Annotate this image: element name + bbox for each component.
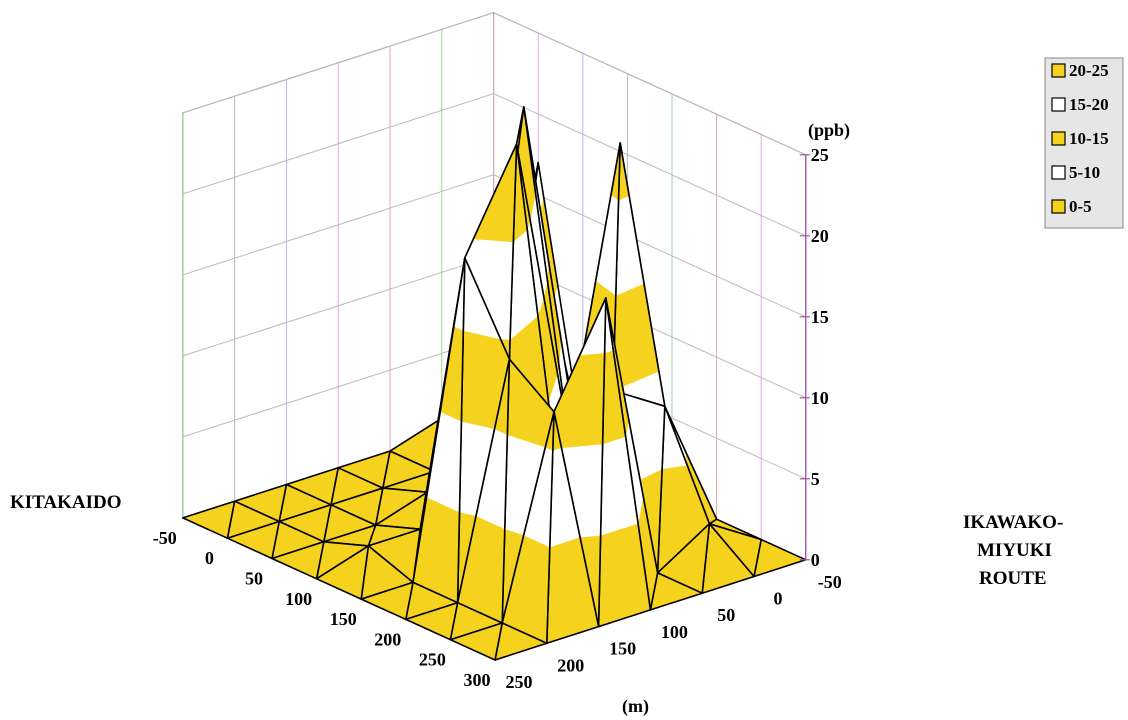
wall-grid-line — [182, 93, 807, 237]
surface-facet — [612, 142, 666, 408]
right-axis-tick-label: 100 — [661, 622, 688, 642]
z-tick-label: 25 — [811, 145, 829, 165]
z-tick-label: 20 — [811, 226, 829, 246]
right-axis-tick-label: 200 — [557, 655, 584, 675]
right-axis-tick-label: 0 — [774, 589, 783, 609]
surface-facet — [456, 358, 511, 624]
surface-facet-edge — [182, 500, 236, 540]
surface-facet-edge — [271, 540, 325, 580]
right-side-label-line-3: ROUTE — [979, 568, 1047, 589]
legend-label: 15-20 — [1069, 95, 1109, 114]
surface-facet-edge — [315, 545, 370, 600]
z-unit-label: (ppb) — [808, 120, 850, 141]
surface-facet — [226, 520, 281, 560]
wall-grid-line — [182, 12, 807, 156]
surface-plot — [181, 106, 807, 661]
right-side-label-line-2: MIYUKI — [977, 540, 1052, 561]
surface-facet — [181, 500, 236, 540]
surface-facet — [545, 411, 600, 645]
left-axis-tick-label: 100 — [285, 589, 312, 609]
legend-label: 10-15 — [1069, 129, 1109, 148]
left-axis-ticks: -50 0 50 100 150 200 250 300 — [153, 528, 491, 690]
legend-label: 0-5 — [1069, 197, 1092, 216]
left-axis-tick-label: 50 — [245, 569, 263, 589]
surface-facet — [463, 143, 518, 361]
surface-facet-edge — [404, 601, 459, 641]
wall-grid-line — [182, 174, 807, 318]
right-axis-tick-label: 50 — [717, 605, 735, 625]
left-axis-tick-label: 300 — [464, 670, 491, 690]
z-tick-label: 10 — [811, 388, 829, 408]
legend-swatch — [1051, 165, 1066, 180]
surface-facet — [360, 581, 414, 621]
z-tick-label: 15 — [811, 307, 829, 327]
surface-facet — [315, 545, 370, 600]
right-axis-tick-label: -50 — [818, 572, 842, 592]
left-side-label: KITAKAIDO — [10, 492, 122, 513]
surface-facet-edge — [360, 581, 414, 621]
legend-swatch — [1051, 131, 1066, 146]
left-axis-tick-label: 250 — [419, 650, 446, 670]
z-tick-label: 0 — [811, 550, 820, 570]
surface-facet — [449, 622, 504, 661]
legend-swatch — [1051, 97, 1066, 112]
right-side-label: IKAWAKO- MIYUKI ROUTE — [963, 512, 1063, 589]
legend-swatch — [1051, 199, 1066, 214]
surface-facet-edge — [449, 622, 504, 661]
surface-facet — [412, 257, 466, 604]
right-axis-ticks: (m) -50 0 50 100 150 200 250 — [506, 572, 842, 717]
xy-unit-label: (m) — [622, 696, 649, 717]
surface-facet-edge — [226, 520, 281, 560]
chart-legend: 20-25 15-20 10-15 5-10 0-5 — [1044, 57, 1124, 229]
legend-swatch — [1051, 63, 1066, 78]
right-axis-tick-label: 150 — [609, 639, 636, 659]
left-axis-tick-label: 0 — [205, 548, 214, 568]
left-axis-tick-label: 200 — [374, 629, 401, 649]
surface-facet — [404, 601, 459, 641]
right-axis-tick-label: 250 — [506, 672, 533, 692]
left-axis-tick-label: 150 — [330, 609, 357, 629]
surface-facet — [271, 540, 325, 580]
z-axis: (ppb) 0 5 10 15 20 25 — [799, 120, 850, 570]
z-tick-label: 5 — [811, 469, 820, 489]
surface-facet — [597, 297, 652, 628]
legend-label: 5-10 — [1069, 163, 1100, 182]
legend-label: 20-25 — [1069, 61, 1109, 80]
right-side-label-line-1: IKAWAKO- — [963, 512, 1063, 533]
left-axis-tick-label: -50 — [153, 528, 177, 548]
surface-facet — [501, 411, 555, 645]
